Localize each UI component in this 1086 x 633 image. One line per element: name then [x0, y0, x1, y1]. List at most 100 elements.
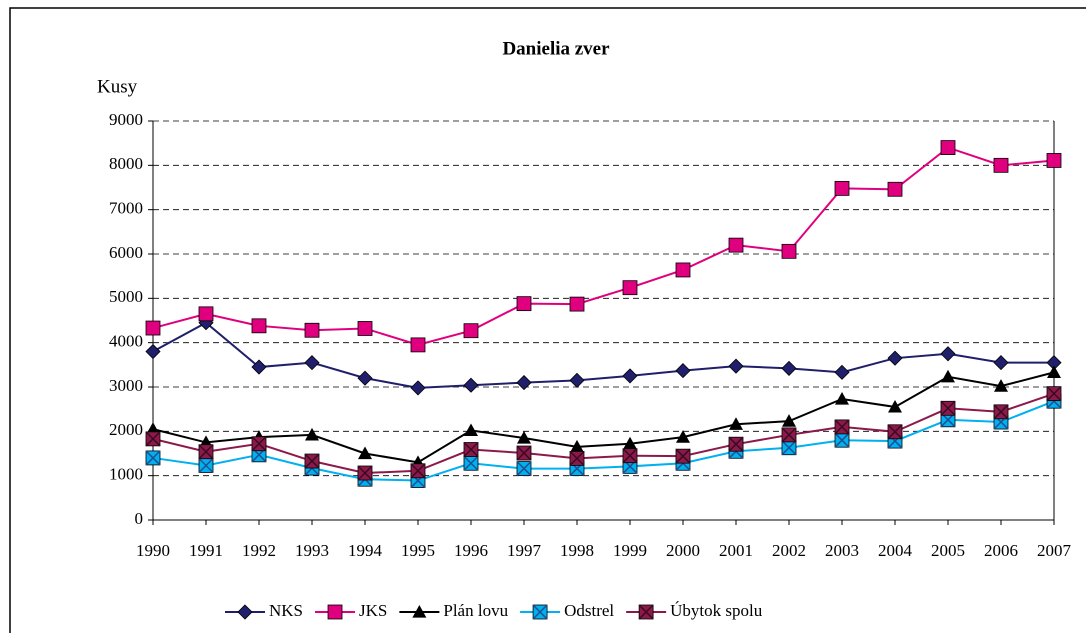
marker-cross: [887, 424, 903, 440]
marker-cross: [675, 448, 691, 464]
data-point: [993, 404, 1009, 420]
data-point: [304, 355, 320, 371]
marker-cross: [834, 432, 850, 448]
marker-shape: [834, 180, 850, 196]
x-tick-label: 2000: [666, 541, 700, 560]
marker-cross: [410, 463, 426, 479]
marker-shape: [358, 446, 372, 460]
data-point: [463, 377, 479, 393]
data-point: [517, 430, 531, 444]
legend-marker: [638, 604, 654, 620]
marker-shape: [676, 430, 690, 443]
series-line: [152, 392, 1055, 475]
data-point: [728, 436, 744, 452]
marker-shape: [516, 296, 532, 312]
marker-shape: [251, 359, 267, 375]
marker-shape: [781, 243, 797, 259]
data-point: [888, 399, 902, 413]
marker-shape: [357, 321, 373, 336]
data-point: [463, 441, 479, 458]
data-point: [569, 372, 585, 388]
data-point: [304, 453, 320, 469]
x-tick-label: 2005: [931, 541, 965, 560]
marker-cross: [993, 404, 1009, 420]
data-point: [675, 448, 691, 464]
marker-cross: [781, 440, 797, 456]
marker-shape: [251, 318, 267, 334]
data-point: [782, 414, 796, 427]
series-line: [152, 146, 1055, 346]
y-axis-label: Kusy: [97, 76, 138, 97]
data-point: [145, 431, 161, 447]
data-point: [887, 424, 903, 440]
data-point: [463, 455, 479, 471]
marker-cross: [145, 431, 161, 447]
legend-label: Plán lovu: [443, 601, 508, 620]
y-tick-label: 7000: [109, 199, 143, 218]
marker-shape: [410, 337, 426, 353]
data-point: [834, 364, 850, 380]
marker-shape: [412, 605, 427, 618]
x-tick-label: 1999: [613, 541, 647, 560]
data-point: [622, 448, 638, 464]
marker-shape: [728, 358, 744, 374]
marker-cross: [940, 400, 956, 416]
x-tick-label: 2007: [1037, 541, 1072, 560]
legend-label: JKS: [359, 601, 387, 620]
marker-shape: [675, 363, 691, 379]
marker-cross: [198, 457, 214, 474]
x-tick-label: 1993: [295, 541, 329, 560]
legend-label: Odstrel: [564, 601, 614, 620]
data-point: [516, 296, 532, 312]
x-tick-label: 1998: [560, 541, 594, 560]
marker-shape: [569, 296, 585, 312]
data-point: [410, 380, 426, 396]
x-tick-label: 2004: [878, 541, 913, 560]
data-point: [251, 359, 267, 375]
data-point: [1047, 365, 1061, 378]
data-point: [569, 450, 585, 466]
x-tick-label: 1997: [507, 541, 542, 560]
chart-frame: [9, 7, 1086, 633]
marker-cross: [532, 604, 548, 620]
data-point: [570, 439, 584, 453]
marker-shape: [834, 364, 850, 380]
marker-cross: [251, 436, 267, 452]
legend-marker: [237, 604, 253, 620]
marker-shape: [835, 391, 849, 405]
y-tick-label: 4000: [109, 332, 143, 351]
data-point: [834, 432, 850, 448]
data-point: [516, 461, 532, 477]
data-point: [675, 363, 691, 379]
data-point: [357, 370, 373, 386]
marker-cross: [357, 465, 373, 481]
marker-shape: [1047, 365, 1061, 378]
y-tick-label: 1000: [109, 465, 143, 484]
marker-cross: [463, 441, 479, 458]
data-point: [940, 346, 956, 362]
legend-marker: [412, 605, 427, 618]
marker-shape: [887, 350, 903, 366]
marker-cross: [569, 450, 585, 466]
y-tick-label: 8000: [109, 154, 143, 173]
marker-cross: [638, 604, 654, 620]
marker-shape: [570, 439, 584, 453]
data-point: [516, 375, 532, 391]
marker-shape: [728, 237, 744, 253]
data-point: [357, 465, 373, 481]
data-point: [304, 322, 320, 338]
data-point: [994, 379, 1008, 392]
data-point: [1046, 153, 1062, 168]
marker-shape: [888, 399, 902, 413]
data-point: [145, 343, 161, 360]
data-point: [940, 400, 956, 416]
marker-shape: [237, 604, 253, 620]
data-point: [198, 444, 214, 460]
data-point: [622, 368, 638, 384]
data-point: [198, 306, 214, 322]
marker-shape: [940, 346, 956, 362]
marker-shape: [517, 430, 531, 444]
marker-shape: [994, 379, 1008, 392]
marker-cross: [781, 427, 797, 443]
